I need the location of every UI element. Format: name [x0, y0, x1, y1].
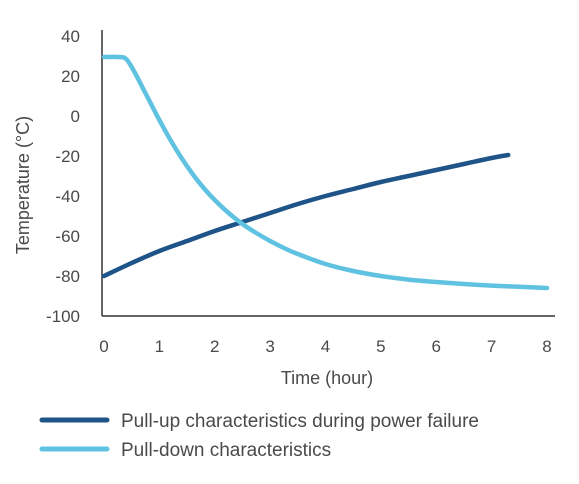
pull-up-series-line [101, 152, 511, 279]
x-tick-label: 1 [155, 337, 164, 356]
y-tick-label: -40 [55, 187, 80, 206]
legend-label: Pull-up characteristics during power fai… [121, 411, 479, 432]
x-tick-label: 3 [265, 337, 274, 356]
y-tick-label: -60 [55, 227, 80, 246]
y-tick-label: 20 [61, 67, 80, 86]
x-tick-label: 6 [432, 337, 441, 356]
tick-labels: 0 1 2 3 4 5 6 7 8 40 20 0 -20 -40 -60 -80 -100 [46, 27, 552, 356]
pull-down-series-line [101, 54, 550, 291]
series-lines [101, 54, 550, 291]
y-tick-label: 40 [61, 27, 80, 46]
legend-label: Pull-down characteristics [121, 440, 331, 461]
x-axis-label: Time (hour) [281, 368, 373, 388]
y-tick-label: -20 [55, 147, 80, 166]
x-tick-label: 4 [321, 337, 330, 356]
axes [101, 30, 555, 317]
y-tick-label: -80 [55, 267, 80, 286]
x-tick-label: 7 [487, 337, 496, 356]
y-tick-label: 0 [71, 107, 80, 126]
y-axis-label: Temperature (°C) [13, 116, 33, 254]
x-tick-label: 8 [542, 337, 551, 356]
x-tick-label: 5 [376, 337, 385, 356]
legend: Pull-up characteristics during power fai… [39, 411, 479, 461]
x-tick-label: 2 [210, 337, 219, 356]
y-tick-label: -100 [46, 307, 80, 326]
x-tick-label: 0 [99, 337, 108, 356]
